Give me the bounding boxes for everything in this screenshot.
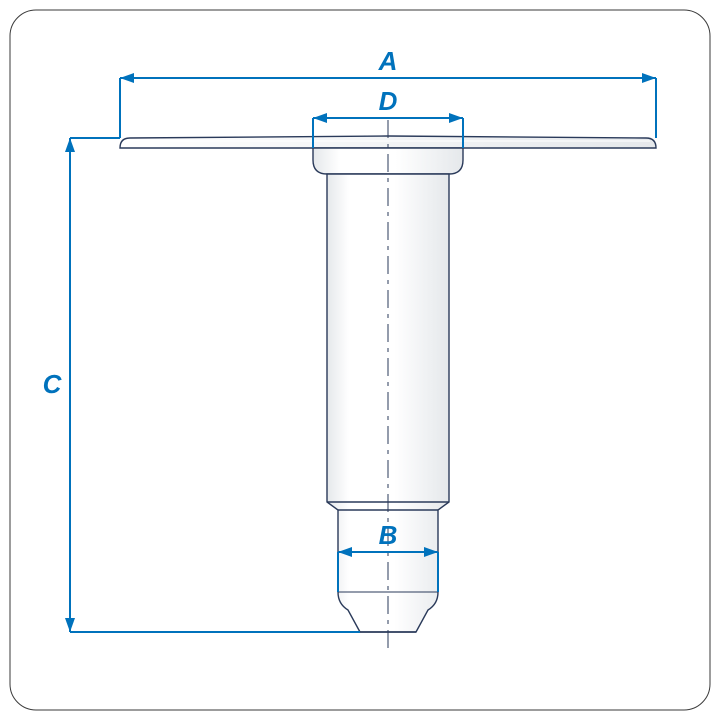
dim-label-B: B <box>379 520 398 550</box>
dim-label-A: A <box>378 46 398 76</box>
dim-label-D: D <box>379 86 398 116</box>
dim-label-C: C <box>43 369 63 399</box>
drawing-container: { "diagram": { "type": "technical-drawin… <box>0 0 720 720</box>
technical-drawing-svg: AD B C <box>0 0 720 720</box>
